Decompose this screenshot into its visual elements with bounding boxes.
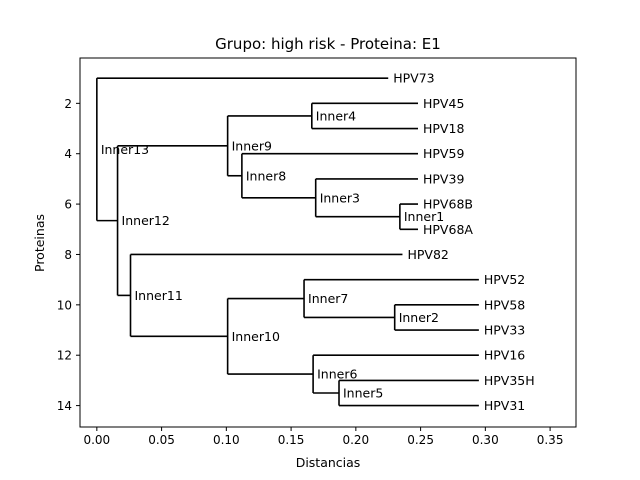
leaf-label: HPV31 <box>484 398 525 413</box>
leaf-label: HPV35H <box>484 373 535 388</box>
leaf-label: HPV52 <box>484 272 525 287</box>
clade-label: Inner12 <box>122 213 170 228</box>
x-tick-label: 0.25 <box>407 433 434 447</box>
clade-label: Inner9 <box>232 138 272 153</box>
clade-label: Inner6 <box>317 367 357 382</box>
leaf-label: HPV18 <box>423 121 464 136</box>
leaf-label: HPV59 <box>423 146 464 161</box>
y-axis-label: Proteinas <box>32 214 47 272</box>
chart-title: Grupo: high risk - Proteina: E1 <box>215 35 441 53</box>
axes-frame <box>79 57 577 428</box>
y-tick-label: 6 <box>64 198 72 212</box>
leaf-label: HPV16 <box>484 348 525 363</box>
x-tick-label: 0.00 <box>83 433 110 447</box>
leaf-label: HPV82 <box>407 247 448 262</box>
leaf-label: HPV73 <box>393 71 434 86</box>
leaf-label: HPV68A <box>423 222 473 237</box>
y-axis: 2 4 6 8 10 12 14 <box>57 97 80 413</box>
x-axis-label: Distancias <box>296 455 361 470</box>
x-axis: 0.00 0.05 0.10 0.15 0.20 0.25 0.30 0.35 <box>83 427 563 447</box>
clade-label: Inner11 <box>135 288 183 303</box>
plot-area: Inner1 Inner2 Inner3 Inner4 Inner5 Inner6 Inne… <box>96 71 535 413</box>
clade-label: Inner1 <box>404 209 444 224</box>
y-tick-label: 10 <box>57 298 72 312</box>
x-tick-label: 0.10 <box>213 433 240 447</box>
clade-label: Inner8 <box>246 168 286 183</box>
x-tick-label: 0.35 <box>537 433 564 447</box>
clade-label: Inner7 <box>308 291 348 306</box>
leaf-label: HPV68B <box>423 197 473 212</box>
clade-label: Inner4 <box>316 108 356 123</box>
clade-label: Inner3 <box>320 190 360 205</box>
y-tick-label: 8 <box>64 248 72 262</box>
y-tick-label: 14 <box>57 399 72 413</box>
clade-label: Inner5 <box>343 385 383 400</box>
x-tick-label: 0.20 <box>342 433 369 447</box>
y-tick-label: 12 <box>57 349 72 363</box>
leaf-label: HPV58 <box>484 297 525 312</box>
clade-label: Inner2 <box>399 310 439 325</box>
leaf-label: HPV33 <box>484 323 525 338</box>
x-tick-label: 0.30 <box>472 433 499 447</box>
clade-label: Inner10 <box>232 329 280 344</box>
x-tick-label: 0.05 <box>148 433 175 447</box>
leaf-label: HPV45 <box>423 96 464 111</box>
y-tick-label: 2 <box>64 97 72 111</box>
clade-label: Inner13 <box>101 142 149 157</box>
y-tick-label: 4 <box>64 147 72 161</box>
leaf-label: HPV39 <box>423 171 464 186</box>
x-tick-label: 0.15 <box>278 433 305 447</box>
